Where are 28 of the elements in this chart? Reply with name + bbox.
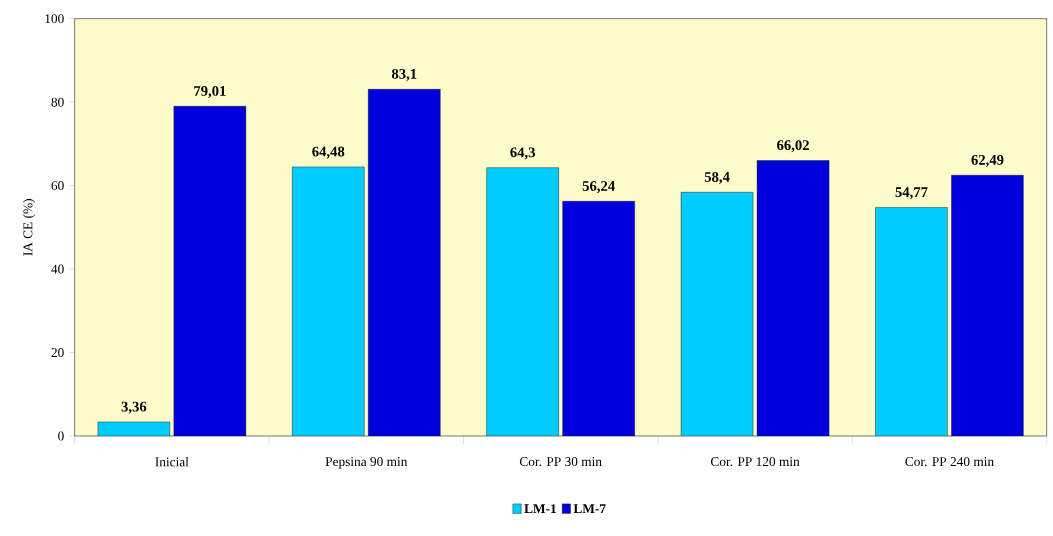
x-tick-label: Cor. PP 120 min — [710, 457, 800, 467]
bar — [680, 192, 754, 436]
x-tick-label: Cor. PP 30 min — [519, 457, 602, 467]
data-label: 58,4 — [704, 171, 730, 185]
bar — [486, 167, 559, 436]
x-tick-label: Pepsina 90 min — [325, 457, 408, 469]
data-label: 83,1 — [391, 68, 417, 81]
y-tick-label: 40 — [51, 264, 64, 274]
data-label: 56,24 — [582, 181, 615, 194]
x-tick-label: Cor. PP 240 min — [905, 457, 994, 467]
y-tick-label: 0 — [58, 431, 64, 441]
y-tick-label: 100 — [45, 14, 64, 24]
y-tick-label: 20 — [51, 348, 64, 358]
y-axis-title: IA CE (%) — [23, 199, 36, 256]
x-tick-label: Inicial — [155, 457, 189, 467]
data-label: 54,77 — [895, 187, 928, 200]
legend-label: LM-1 — [524, 504, 556, 513]
data-label: 79,01 — [194, 85, 226, 99]
data-label: 64,3 — [510, 147, 536, 160]
y-tick-label: 60 — [51, 181, 64, 191]
data-label: 62,49 — [971, 154, 1004, 167]
data-label: 64,48 — [312, 146, 345, 159]
data-label: 3,36 — [121, 401, 147, 414]
bar — [875, 207, 948, 436]
bar — [292, 166, 365, 436]
y-tick-label: 80 — [51, 97, 64, 107]
legend-label: LM-7 — [573, 504, 606, 513]
data-label: 66,02 — [777, 140, 809, 153]
